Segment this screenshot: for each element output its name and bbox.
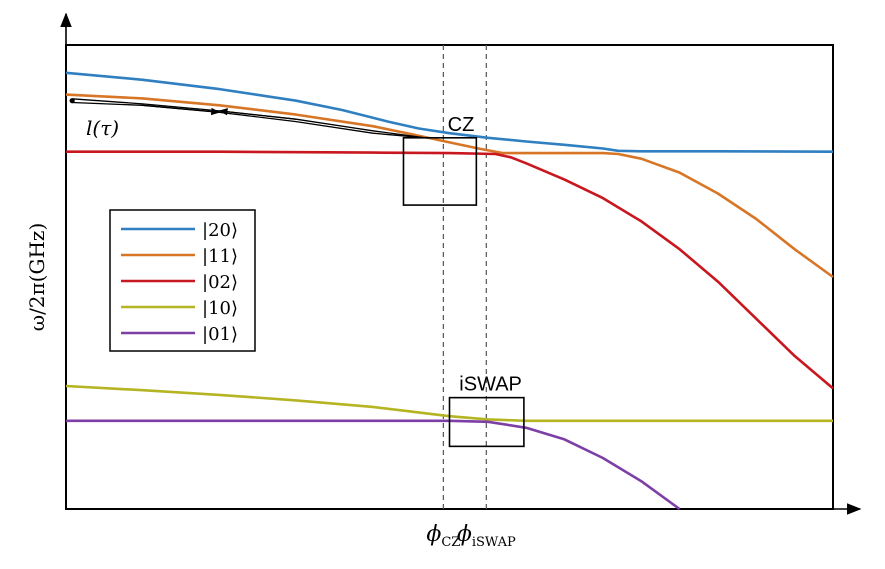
path-arrow-back: [218, 108, 297, 120]
iswap-box-label: iSWAP: [459, 374, 522, 396]
legend: |20⟩ |11⟩ |02⟩ |10⟩ |01⟩: [109, 209, 256, 352]
annotation-boxes: CZ iSWAP: [402, 114, 525, 448]
phi-cz-label: ϕCZ: [426, 522, 460, 550]
cz-box: [402, 137, 478, 206]
legend-label-3: |10⟩: [202, 298, 238, 319]
phi-iswap-label: ϕiSWAP: [457, 522, 516, 550]
series-line-1: [65, 93, 834, 279]
series-line-3: [65, 384, 833, 423]
path-arrow-forward: [142, 104, 221, 116]
adiabatic-path: l(τ): [69, 98, 426, 140]
series-line-2: [66, 150, 834, 390]
path-outgoing: [72, 101, 426, 139]
legend-label-2: |02⟩: [202, 272, 238, 293]
legend-label-1: |11⟩: [202, 246, 238, 267]
legend-label-0: |20⟩: [202, 220, 238, 241]
path-label: l(τ): [86, 116, 119, 140]
y-axis-label: ω/2π(GHz): [25, 223, 49, 331]
path-start-dot: [69, 98, 75, 104]
cz-box-label: CZ: [448, 114, 475, 136]
series-line-4: [66, 419, 681, 511]
legend-label-4: |01⟩: [202, 324, 238, 345]
iswap-box: [448, 396, 525, 448]
series-lines: [65, 71, 834, 511]
series-line-0: [65, 71, 834, 153]
